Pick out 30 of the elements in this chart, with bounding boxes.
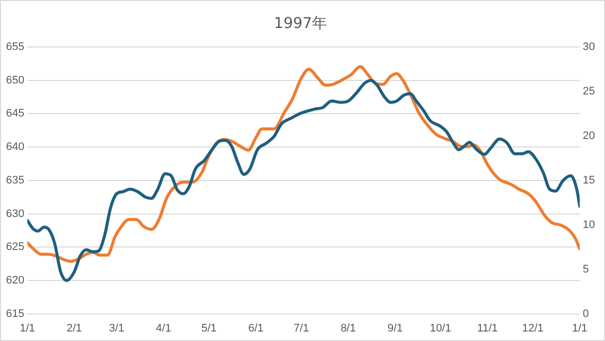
y-tick-label: 645 [6, 108, 24, 120]
x-tick-label: 1/1 [20, 322, 35, 334]
y2-tick-label: 5 [582, 263, 589, 276]
y2-tick-label: 15 [582, 174, 596, 186]
x-tick-label: 12/1 [522, 322, 544, 334]
x-tick-label: 9/1 [387, 322, 403, 334]
y-tick-label: 640 [6, 141, 24, 154]
y-tick-label: 620 [6, 274, 24, 286]
y2-tick-label: 25 [582, 86, 596, 98]
x-tick-label: 4/1 [156, 322, 172, 334]
y2-tick-label: 20 [582, 130, 596, 142]
y2-tick-label: 10 [582, 218, 596, 231]
x-tick-label: 3/1 [109, 322, 124, 334]
y-tick-label: 655 [6, 41, 24, 54]
y-tick-label: 630 [6, 208, 24, 220]
x-tick-label: 10/1 [430, 322, 452, 334]
x-tick-label: 6/1 [248, 322, 264, 334]
x-tick-label: 8/1 [340, 322, 356, 334]
y-tick-label: 635 [6, 174, 24, 186]
x-tick-label: 11/1 [477, 322, 498, 334]
x-tick-label: 2/1 [66, 322, 82, 334]
y-tick-label: 650 [6, 74, 24, 86]
chart-title: 1997年 [274, 14, 328, 32]
y2-tick-label: 30 [582, 41, 596, 54]
y2-tick-label: 0 [582, 308, 589, 320]
x-tick-label: 1/1 [572, 322, 588, 334]
y-tick-label: 615 [6, 308, 24, 320]
y-tick-label: 625 [6, 241, 24, 254]
x-tick-label: 5/1 [201, 322, 217, 334]
x-tick-label: 7/1 [294, 322, 309, 334]
